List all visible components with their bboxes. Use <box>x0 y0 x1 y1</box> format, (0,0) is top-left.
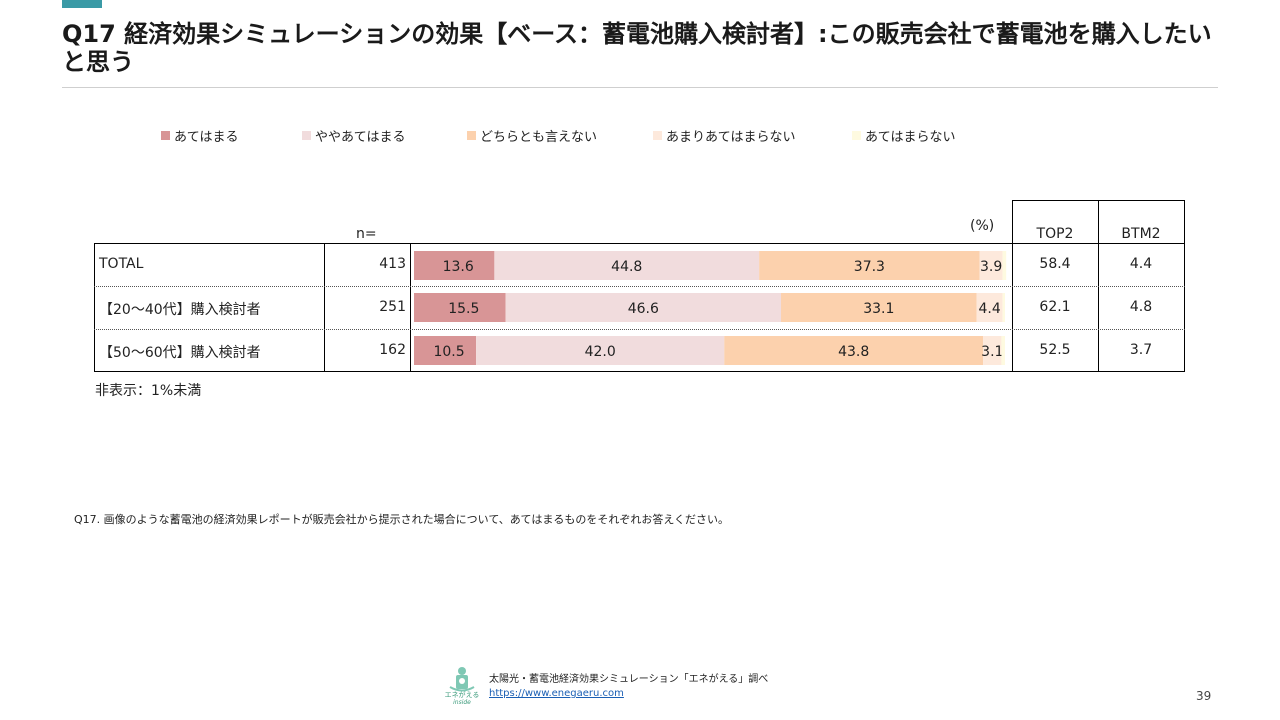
btm2-value: 3.7 <box>1129 342 1153 358</box>
footer-source-text: 太陽光・蓄電池経済効果シミュレーション「エネがえる」調べ <box>489 674 769 685</box>
row-n: 413 <box>379 256 406 272</box>
footer-url-link[interactable]: https://www.enegaeru.com <box>489 688 624 699</box>
bar-segment <box>1001 336 1005 365</box>
bar-value-label: 3.1 <box>981 344 1003 360</box>
legend-item: ややあてはまる <box>302 126 405 145</box>
accent-bar <box>62 0 102 8</box>
row-label: 【50～60代】購入検討者 <box>99 345 261 361</box>
bar-value-label: 4.4 <box>978 301 1000 317</box>
bar-value-label: 46.6 <box>628 301 659 317</box>
bar-segment <box>781 293 977 322</box>
n-header: n= <box>356 226 377 242</box>
legend-swatch <box>161 131 170 140</box>
bar-value-label: 37.3 <box>854 259 885 275</box>
bar-segment <box>983 336 1002 365</box>
bar-value-label: 10.5 <box>433 344 464 360</box>
table-bottom-border <box>94 371 1185 372</box>
label-col-border <box>324 243 325 372</box>
legend-item: どちらとも言えない <box>467 126 597 145</box>
footer-source: 太陽光・蓄電池経済効果シミュレーション「エネがえる」調べ https://www… <box>489 673 768 701</box>
logo-sub-text: inside <box>453 699 471 706</box>
legend-label: ややあてはまる <box>315 130 406 145</box>
legend-item: あまりあてはまらない <box>653 126 795 145</box>
page-title: Q17 経済効果シミュレーションの効果【ベース：蓄電池購入検討者】:この販売会社… <box>62 20 1212 76</box>
row-label: 【20～40代】購入検討者 <box>99 302 261 318</box>
bar-segment <box>1002 293 1005 322</box>
row-n: 251 <box>379 299 406 315</box>
legend-label: あてはまらない <box>865 130 956 145</box>
n-col-border <box>410 243 411 372</box>
legend-label: あてはまる <box>174 130 239 145</box>
legend-label: あまりあてはまらない <box>666 130 796 145</box>
legend-swatch <box>852 131 861 140</box>
row-label: TOTAL <box>99 256 144 272</box>
top2-header: TOP2 <box>1036 226 1074 242</box>
legend-swatch <box>653 131 662 140</box>
bar-segment <box>979 251 1003 280</box>
question-text: Q17. 画像のような蓄電池の経済効果レポートが販売会社から提示された場合につい… <box>74 513 729 526</box>
row-divider <box>94 286 1185 287</box>
title-divider <box>62 87 1218 88</box>
bar-value-label: 44.8 <box>611 259 642 275</box>
bar-value-label: 33.1 <box>863 301 894 317</box>
percent-header: (%) <box>970 218 995 234</box>
table-top-border <box>94 243 1185 244</box>
bar-segment <box>759 251 980 280</box>
row-n: 162 <box>379 342 406 358</box>
enegaeru-logo <box>449 667 475 692</box>
legend-swatch <box>302 131 311 140</box>
table-left-border <box>94 243 95 372</box>
bar-value-label: 13.6 <box>443 259 474 275</box>
bar-segment <box>976 293 1003 322</box>
top2-value: 62.1 <box>1039 299 1071 315</box>
legend-swatch <box>467 131 476 140</box>
bar-segment <box>1002 251 1007 280</box>
bar-segment <box>414 336 477 365</box>
legend-item: あてはまらない <box>852 126 955 145</box>
bar-segment <box>724 336 984 365</box>
bar-value-label: 15.5 <box>448 301 479 317</box>
bar-segment <box>476 336 725 365</box>
btm2-value: 4.8 <box>1129 299 1153 315</box>
chart-legend: あてはまる ややあてはまる どちらとも言えない あまりあてはまらない あてはまら… <box>0 126 1280 146</box>
btm2-value: 4.4 <box>1129 256 1153 272</box>
legend-item: あてはまる <box>161 126 238 145</box>
top2-value: 52.5 <box>1039 342 1071 358</box>
bar-value-label: 43.8 <box>838 344 869 360</box>
note-text: 非表示：1%未満 <box>95 383 202 399</box>
page-number: 39 <box>1196 689 1212 703</box>
bar-segment <box>414 293 506 322</box>
bar-value-label: 42.0 <box>585 344 616 360</box>
bar-segment <box>414 251 495 280</box>
top2-value: 58.4 <box>1039 256 1071 272</box>
legend-label: どちらとも言えない <box>480 130 598 145</box>
bar-segment <box>494 251 760 280</box>
btm2-header: BTM2 <box>1121 226 1161 242</box>
row-divider <box>94 329 1185 330</box>
bar-value-label: 3.9 <box>980 259 1002 275</box>
logo-text: エネがえる <box>444 691 480 699</box>
bar-segment <box>505 293 782 322</box>
